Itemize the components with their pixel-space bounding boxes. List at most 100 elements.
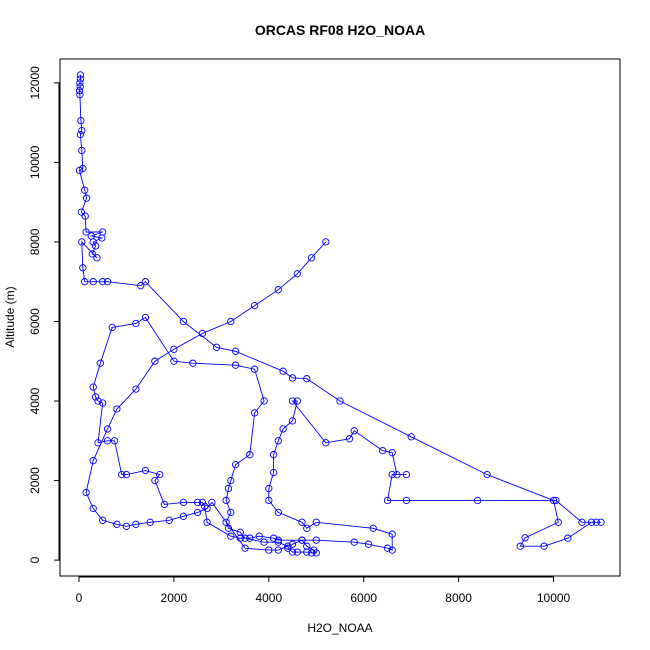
- data-point: [82, 194, 91, 202]
- data-point: [108, 323, 116, 332]
- data-point: [274, 536, 282, 544]
- data-point: [310, 546, 318, 554]
- data-point: [222, 518, 230, 526]
- data-point: [269, 468, 278, 477]
- data-point: [236, 534, 244, 542]
- y-tick-label: 0: [28, 556, 42, 563]
- data-point: [151, 476, 159, 485]
- data-point: [231, 347, 240, 355]
- data-point: [156, 470, 164, 479]
- series-line: [78, 74, 601, 554]
- data-point: [265, 546, 273, 554]
- data-point: [597, 518, 605, 526]
- data-point: [293, 270, 301, 278]
- data-point: [98, 234, 106, 242]
- data-point: [79, 264, 87, 272]
- x-axis: 0 2000 4000 6000 8000 10000: [76, 576, 571, 605]
- plot-frame: [59, 58, 621, 577]
- data-point: [383, 496, 392, 505]
- data-point: [393, 470, 401, 479]
- data-point: [269, 451, 278, 459]
- data-point: [473, 496, 482, 505]
- data-point: [383, 544, 392, 552]
- data-point: [81, 186, 89, 194]
- data-point: [578, 518, 586, 526]
- y-tick-label: 2000: [28, 467, 42, 494]
- data-point: [293, 397, 301, 405]
- data-point: [203, 518, 211, 526]
- data-point: [132, 520, 140, 528]
- data-point: [203, 504, 211, 513]
- data-point: [189, 359, 197, 367]
- data-point: [269, 534, 278, 542]
- data-point: [89, 238, 97, 246]
- chart-title: ORCAS RF08 H2O_NOAA: [255, 22, 425, 38]
- data-point: [279, 425, 287, 433]
- data-point: [82, 228, 90, 236]
- data-point: [118, 470, 126, 479]
- data-point: [122, 470, 131, 479]
- data-point: [303, 548, 311, 556]
- data-point: [388, 470, 396, 479]
- data-point: [179, 498, 188, 507]
- data-point: [407, 433, 415, 441]
- data-point: [274, 538, 282, 546]
- data-point: [146, 518, 154, 526]
- data-point: [552, 496, 560, 505]
- data-point: [141, 278, 150, 286]
- y-tick-label: 6000: [28, 308, 42, 335]
- data-point: [364, 540, 373, 548]
- data-point: [76, 79, 84, 87]
- y-tick-label: 12000: [28, 66, 42, 100]
- data-point: [76, 83, 84, 91]
- data-point: [260, 397, 268, 405]
- data-point: [241, 544, 249, 552]
- data-point: [91, 393, 100, 401]
- data-point: [336, 397, 344, 405]
- x-tick-label: 8000: [445, 591, 472, 605]
- data-point: [99, 399, 107, 407]
- y-axis-label: Altitude (m): [3, 286, 17, 347]
- y-axis: 0 2000 4000 6000 8000 10000 12000: [28, 66, 60, 563]
- data-point: [227, 476, 235, 485]
- data-point: [312, 518, 320, 526]
- data-point: [307, 254, 316, 262]
- data-point: [274, 437, 282, 445]
- data-point: [179, 317, 188, 326]
- data-point: [549, 496, 558, 505]
- data-point: [78, 238, 86, 246]
- data-point: [141, 313, 150, 322]
- data-point: [122, 522, 131, 530]
- data-point: [231, 460, 240, 469]
- data-point: [103, 278, 112, 286]
- data-point: [88, 250, 96, 258]
- data-point: [274, 508, 282, 517]
- data-point: [81, 278, 89, 286]
- data-point: [227, 317, 235, 326]
- data-point: [516, 542, 524, 550]
- data-point: [350, 538, 358, 546]
- data-point: [141, 466, 150, 475]
- data-point: [91, 242, 100, 250]
- data-point: [99, 278, 107, 286]
- data-point: [402, 496, 411, 505]
- data-point: [288, 540, 297, 548]
- data-point: [312, 536, 320, 544]
- data-point: [179, 512, 188, 520]
- x-tick-label: 0: [76, 591, 83, 605]
- data-point: [379, 447, 387, 455]
- data-point: [113, 520, 121, 528]
- data-point: [198, 329, 207, 338]
- x-axis-label: H2O_NOAA: [307, 621, 372, 635]
- data-point: [246, 534, 254, 542]
- x-tick-label: 4000: [255, 591, 282, 605]
- data-point: [222, 496, 230, 505]
- data-point: [587, 518, 596, 526]
- y-tick-label: 8000: [28, 228, 42, 255]
- data-point: [241, 534, 249, 542]
- data-point: [345, 435, 354, 443]
- data-point: [250, 301, 259, 310]
- data-point: [170, 345, 178, 353]
- data-point: [76, 91, 84, 99]
- data-point: [103, 425, 112, 433]
